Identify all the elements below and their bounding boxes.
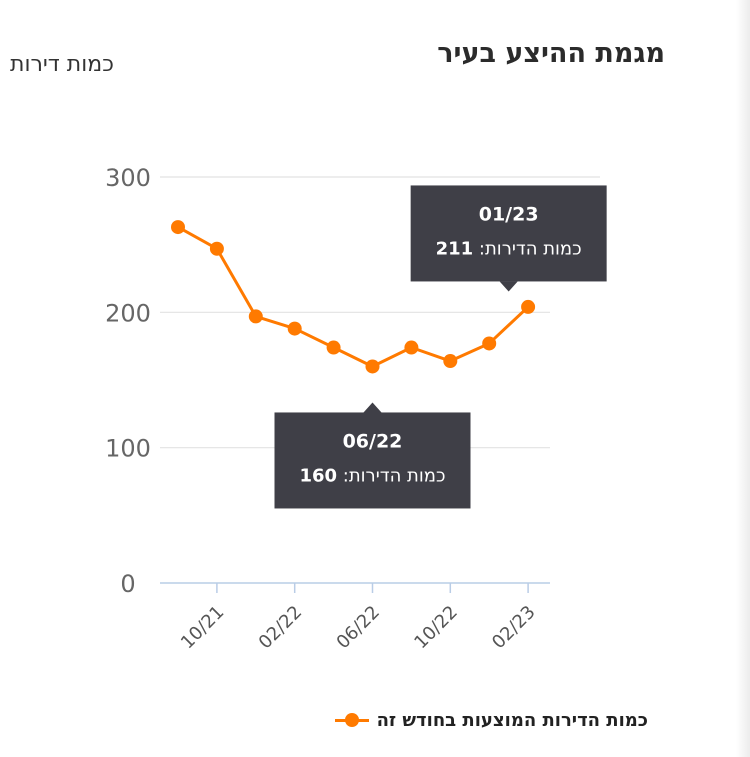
y-tick-label: 100 bbox=[105, 435, 151, 463]
x-tick-label: 02/22 bbox=[255, 602, 307, 654]
data-point bbox=[521, 299, 536, 314]
y-tick-label: 300 bbox=[105, 164, 151, 192]
tooltip-date: 06/22 bbox=[343, 430, 403, 452]
data-point bbox=[287, 321, 302, 336]
data-point bbox=[326, 340, 341, 355]
data-point bbox=[248, 309, 263, 324]
tooltip-value: כמות הדירות: 160 bbox=[299, 465, 445, 486]
tooltip-box bbox=[274, 412, 471, 509]
tooltip: 06/22 כמות הדירות: 160 bbox=[274, 402, 471, 509]
data-point bbox=[209, 241, 224, 256]
data-point bbox=[443, 354, 458, 369]
tooltip-pointer bbox=[363, 402, 382, 413]
side-shadow bbox=[736, 0, 750, 757]
chart-title: מגמת ההיצע בעיר bbox=[437, 38, 665, 69]
x-tick-label: 10/21 bbox=[177, 602, 229, 654]
y-axis-title: כמות דירות bbox=[10, 52, 114, 77]
legend-marker-icon bbox=[333, 710, 371, 730]
x-tick-label: 02/23 bbox=[488, 602, 540, 654]
data-point bbox=[404, 340, 419, 355]
y-tick-label: 0 bbox=[120, 570, 135, 598]
legend-label: כמות הדירות המוצעות בחודש זה bbox=[376, 709, 648, 731]
x-tick-label: 06/22 bbox=[333, 602, 385, 654]
x-tick-label: 10/22 bbox=[410, 602, 462, 654]
tooltip-pointer bbox=[499, 281, 518, 292]
legend-item[interactable]: כמות הדירות המוצעות בחודש זה bbox=[268, 706, 648, 734]
data-point bbox=[171, 220, 185, 235]
tooltip-date: 01/23 bbox=[479, 203, 539, 225]
tooltip: 01/23 כמות הדירות: 211 bbox=[410, 185, 607, 292]
tooltip-value: כמות הדירות: 211 bbox=[436, 238, 582, 259]
data-point bbox=[365, 359, 380, 374]
series-line bbox=[177, 225, 530, 368]
y-tick-label: 200 bbox=[105, 299, 151, 327]
tooltip-box bbox=[410, 185, 607, 282]
data-point bbox=[482, 336, 497, 351]
